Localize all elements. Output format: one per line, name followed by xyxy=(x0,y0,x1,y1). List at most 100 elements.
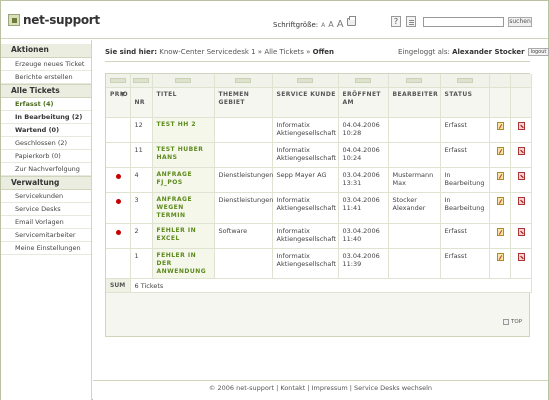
breadcrumb: Sie sind hier: Know-Center Servicedesk 1… xyxy=(105,48,334,56)
delete-cell xyxy=(510,248,532,279)
filter-cell xyxy=(489,74,511,88)
column-header[interactable]: THEMEN GEBIET xyxy=(214,87,273,118)
footer[interactable]: © 2006 net-support | Kontakt | Impressum… xyxy=(93,380,548,400)
delete-icon[interactable] xyxy=(517,227,525,236)
table-row[interactable]: 1 FEHLER IN DER ANWENDUNG Informatix Aktie… xyxy=(106,248,532,279)
search-button[interactable]: suchen xyxy=(508,17,532,27)
sidebar-item[interactable]: Geschlossen (2) xyxy=(1,137,91,150)
ticket-title-link[interactable]: TEST HH 2 xyxy=(152,117,215,143)
column-header[interactable]: BEARBEITER xyxy=(388,87,441,118)
ticket-title-link[interactable]: TEST HUBER HANS xyxy=(152,142,215,168)
column-header[interactable]: PRIO xyxy=(106,87,131,118)
column-header[interactable]: SERVICE KUNDE xyxy=(272,87,339,118)
logo[interactable]: net-support xyxy=(8,12,100,28)
column-filter-control[interactable] xyxy=(297,78,313,83)
cell-customer: Informatix Aktiengesellschaft xyxy=(272,248,339,279)
ticket-title-link[interactable]: ANFRAGE FJ_POS xyxy=(152,167,215,193)
sum-label: SUM xyxy=(106,278,131,293)
logo-icon xyxy=(8,14,20,26)
sidebar-item[interactable]: Meine Einstellungen xyxy=(1,242,91,255)
table-row[interactable]: 4 ANFRAGE FJ_POS Dienstleistungen Sepp Maye… xyxy=(106,167,532,193)
table-row[interactable]: 2 FEHLER IN EXCEL Software Informatix Aktie… xyxy=(106,223,532,249)
font-size-small-button[interactable]: A xyxy=(321,22,326,29)
sidebar-section-title: Aktionen xyxy=(1,44,91,58)
cell-opened: 04.04.2006 10:24 xyxy=(338,142,389,168)
column-filter-control[interactable] xyxy=(175,78,191,83)
back-to-top-link[interactable]: TOP xyxy=(503,319,522,325)
delete-icon[interactable] xyxy=(517,171,525,180)
table-row[interactable]: 12 TEST HH 2 Informatix Aktiengesellschaft… xyxy=(106,117,532,143)
cell-customer: Sepp Mayer AG xyxy=(272,167,339,193)
cell-assignee: Mustermann Max xyxy=(388,167,441,193)
cell-topic xyxy=(214,117,273,143)
column-header[interactable]: ERÖFFNET AM xyxy=(338,87,389,118)
sidebar-item[interactable]: Zur Nachverfolgung xyxy=(1,163,91,176)
edit-cell xyxy=(489,248,511,279)
table-row[interactable]: 11 TEST HUBER HANS Informatix Aktiengesell… xyxy=(106,142,532,168)
ticket-title-link[interactable]: ANFRAGE WEGEN TERMIN xyxy=(152,192,215,224)
filter-cell xyxy=(388,74,441,88)
sidebar-item[interactable]: Berichte erstellen xyxy=(1,71,91,84)
sidebar-item[interactable]: Wartend (0) xyxy=(1,124,91,137)
sidebar-item[interactable]: Servicemitarbeiter xyxy=(1,229,91,242)
font-size-large-button[interactable]: A xyxy=(336,19,344,30)
column-filter-control[interactable] xyxy=(133,78,149,83)
delete-icon[interactable] xyxy=(517,196,525,205)
column-header[interactable] xyxy=(489,87,511,118)
sidebar-item[interactable]: Servicekunden xyxy=(1,190,91,203)
sidebar-item[interactable]: Erzeuge neues Ticket xyxy=(1,58,91,71)
edit-icon[interactable] xyxy=(496,196,504,205)
edit-icon[interactable] xyxy=(496,171,504,180)
delete-icon[interactable] xyxy=(517,146,525,155)
cell-assignee xyxy=(388,223,441,249)
font-size-medium-button[interactable]: A xyxy=(328,20,334,29)
cell-status: In Bearbeitung xyxy=(440,167,490,193)
column-header[interactable]: STATUS xyxy=(440,87,490,118)
column-filter-control[interactable] xyxy=(456,78,473,83)
document-icon[interactable] xyxy=(406,16,416,27)
header: net-support Schriftgröße: A A A ? suchen xyxy=(1,1,548,39)
sidebar-item[interactable]: Email Vorlagen xyxy=(1,216,91,229)
help-icon[interactable]: ? xyxy=(391,16,401,27)
sum-value: 6 Tickets xyxy=(129,277,532,293)
edit-icon[interactable] xyxy=(496,146,504,155)
column-header-label: ERÖFFNET AM xyxy=(342,90,381,106)
ticket-title-link[interactable]: FEHLER IN DER ANWENDUNG xyxy=(152,248,215,279)
column-filter-control[interactable] xyxy=(406,78,422,83)
column-filter-control[interactable] xyxy=(109,78,126,83)
sidebar-item[interactable]: In Bearbeitung (2) xyxy=(1,111,91,124)
breadcrumb-path[interactable]: Know-Center Servicedesk 1 » Alle Tickets… xyxy=(157,48,313,56)
sidebar-item[interactable]: Service Desks xyxy=(1,203,91,216)
cell-status: Erfasst xyxy=(440,248,490,279)
column-filter-control[interactable] xyxy=(355,78,371,83)
breadcrumb-current: Offen xyxy=(312,48,334,56)
logo-text: net-support xyxy=(23,13,100,27)
breadcrumb-label: Sie sind hier: xyxy=(105,48,158,56)
edit-cell xyxy=(489,142,511,168)
delete-cell xyxy=(510,117,532,143)
delete-icon[interactable] xyxy=(517,252,525,261)
column-header-label: NR xyxy=(134,98,145,106)
edit-icon[interactable] xyxy=(496,252,504,261)
logout-button[interactable]: logout xyxy=(527,48,549,56)
sidebar-item[interactable]: Erfasst (4) xyxy=(1,98,91,111)
table-row[interactable]: 3 ANFRAGE WEGEN TERMIN Dienstleistungen Inf… xyxy=(106,192,532,224)
ticket-title-link[interactable]: FEHLER IN EXCEL xyxy=(152,223,215,249)
column-filter-control[interactable] xyxy=(235,78,251,83)
column-header[interactable] xyxy=(510,87,532,118)
delete-icon[interactable] xyxy=(517,121,525,130)
print-icon[interactable] xyxy=(347,16,356,26)
column-header[interactable]: TITEL xyxy=(152,87,215,118)
edit-cell xyxy=(489,192,511,224)
filter-row xyxy=(106,74,532,88)
edit-icon[interactable] xyxy=(496,227,504,236)
column-header[interactable]: ▼ NR xyxy=(121,87,153,118)
filter-cell xyxy=(338,74,389,88)
search-input[interactable] xyxy=(423,17,504,27)
sort-desc-icon: ▼ xyxy=(120,90,126,98)
top-label: TOP xyxy=(511,319,523,325)
edit-icon[interactable] xyxy=(496,121,504,130)
sidebar-item[interactable]: Papierkorb (0) xyxy=(1,150,91,163)
cell-customer: Informatix Aktiengesellschaft xyxy=(272,142,339,168)
